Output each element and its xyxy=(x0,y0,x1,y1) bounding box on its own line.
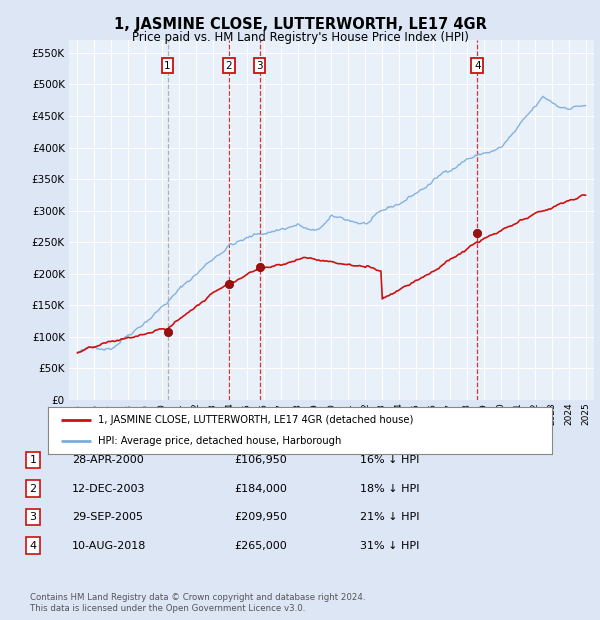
Text: 3: 3 xyxy=(256,61,263,71)
Text: 12-DEC-2003: 12-DEC-2003 xyxy=(72,484,146,494)
Text: £209,950: £209,950 xyxy=(234,512,287,522)
Text: 10-AUG-2018: 10-AUG-2018 xyxy=(72,541,146,551)
Text: £265,000: £265,000 xyxy=(234,541,287,551)
Text: 3: 3 xyxy=(29,512,37,522)
Text: £106,950: £106,950 xyxy=(234,455,287,465)
Text: 21% ↓ HPI: 21% ↓ HPI xyxy=(360,512,419,522)
Text: 1, JASMINE CLOSE, LUTTERWORTH, LE17 4GR: 1, JASMINE CLOSE, LUTTERWORTH, LE17 4GR xyxy=(113,17,487,32)
Text: 16% ↓ HPI: 16% ↓ HPI xyxy=(360,455,419,465)
Text: 4: 4 xyxy=(29,541,37,551)
Text: 2: 2 xyxy=(226,61,232,71)
Text: 1: 1 xyxy=(29,455,37,465)
Text: 1, JASMINE CLOSE, LUTTERWORTH, LE17 4GR (detached house): 1, JASMINE CLOSE, LUTTERWORTH, LE17 4GR … xyxy=(98,415,414,425)
Text: Price paid vs. HM Land Registry's House Price Index (HPI): Price paid vs. HM Land Registry's House … xyxy=(131,31,469,44)
Text: 4: 4 xyxy=(474,61,481,71)
Text: Contains HM Land Registry data © Crown copyright and database right 2024.
This d: Contains HM Land Registry data © Crown c… xyxy=(30,593,365,613)
Text: 18% ↓ HPI: 18% ↓ HPI xyxy=(360,484,419,494)
Text: HPI: Average price, detached house, Harborough: HPI: Average price, detached house, Harb… xyxy=(98,436,342,446)
Text: 31% ↓ HPI: 31% ↓ HPI xyxy=(360,541,419,551)
Text: 2: 2 xyxy=(29,484,37,494)
Text: 28-APR-2000: 28-APR-2000 xyxy=(72,455,144,465)
Text: 29-SEP-2005: 29-SEP-2005 xyxy=(72,512,143,522)
Text: £184,000: £184,000 xyxy=(234,484,287,494)
Text: 1: 1 xyxy=(164,61,171,71)
